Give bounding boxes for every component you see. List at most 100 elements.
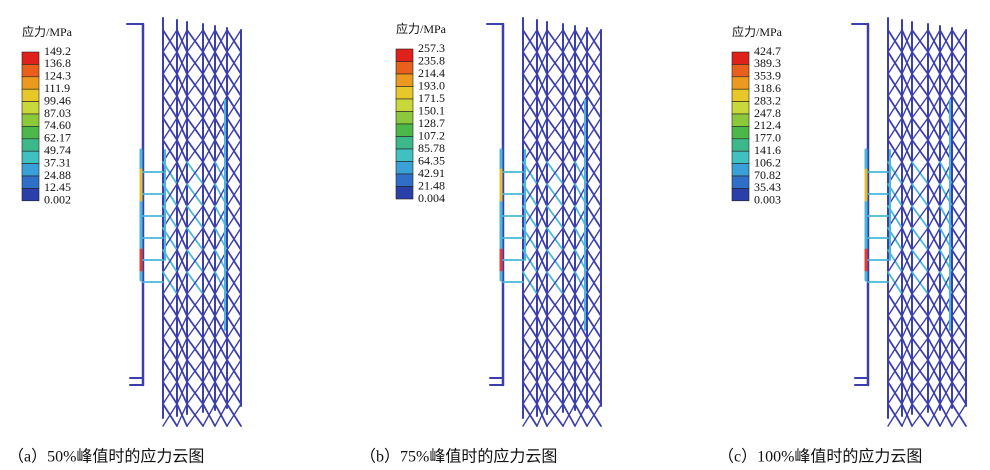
legend-band xyxy=(395,148,414,162)
legend-band xyxy=(395,136,414,150)
member xyxy=(939,359,953,383)
member xyxy=(546,249,564,273)
member xyxy=(546,271,564,295)
member xyxy=(911,95,929,119)
legend-label: 283.2 xyxy=(754,93,781,107)
legend-label: 353.9 xyxy=(754,69,781,83)
member xyxy=(186,227,204,251)
member xyxy=(586,51,602,75)
member xyxy=(927,381,941,405)
member xyxy=(951,117,967,141)
caption: （c）100%峰值时的应力云图 xyxy=(718,447,922,466)
member xyxy=(562,381,576,405)
legend-band xyxy=(395,73,414,87)
member xyxy=(586,359,602,383)
member xyxy=(951,293,967,317)
member xyxy=(176,293,188,317)
member xyxy=(927,51,941,75)
legend-label: 141.6 xyxy=(754,143,781,157)
member xyxy=(214,337,228,361)
member xyxy=(536,205,548,229)
legend-title: 应力/MPa xyxy=(396,21,447,36)
legend-title: 应力/MPa xyxy=(22,24,73,39)
member xyxy=(939,29,953,53)
member xyxy=(162,359,178,383)
member xyxy=(176,161,188,185)
legend-label: 74.60 xyxy=(44,118,71,132)
member xyxy=(546,359,564,383)
member xyxy=(536,73,548,97)
member xyxy=(186,139,204,163)
member xyxy=(522,95,538,119)
member xyxy=(586,161,602,185)
legend-label: 42.91 xyxy=(418,166,445,180)
legend-band xyxy=(731,150,750,164)
member xyxy=(162,29,178,53)
member xyxy=(546,139,564,163)
member xyxy=(226,117,242,141)
member xyxy=(951,205,967,229)
member xyxy=(202,403,216,427)
member xyxy=(927,139,941,163)
member xyxy=(536,29,548,53)
member xyxy=(574,359,588,383)
member xyxy=(186,51,204,75)
member xyxy=(562,315,576,339)
member xyxy=(586,139,602,163)
member xyxy=(202,95,216,119)
member xyxy=(901,359,913,383)
legend-label: 70.82 xyxy=(754,168,781,182)
member xyxy=(887,381,903,405)
member xyxy=(546,205,564,229)
legend-label: 149.2 xyxy=(44,44,71,58)
member xyxy=(202,381,216,405)
member xyxy=(911,359,929,383)
member xyxy=(951,227,967,251)
member xyxy=(546,51,564,75)
legend-band xyxy=(731,113,750,127)
member xyxy=(536,271,548,295)
member xyxy=(226,73,242,97)
member xyxy=(186,293,204,317)
member xyxy=(911,29,929,53)
legend-label: 0.003 xyxy=(754,193,781,207)
member xyxy=(226,205,242,229)
legend-label: 136.8 xyxy=(44,56,71,70)
member xyxy=(214,403,228,427)
member xyxy=(927,161,941,185)
member xyxy=(176,271,188,295)
member xyxy=(887,403,903,427)
member xyxy=(176,315,188,339)
member xyxy=(887,271,903,295)
legend-band xyxy=(21,113,40,127)
member xyxy=(202,161,216,185)
member xyxy=(536,183,548,207)
legend-label: 171.5 xyxy=(418,91,445,105)
legend-band xyxy=(731,188,750,202)
member xyxy=(911,117,929,141)
member xyxy=(927,73,941,97)
scaffold xyxy=(126,17,242,427)
member xyxy=(226,51,242,75)
member xyxy=(176,183,188,207)
legend-band xyxy=(21,64,40,78)
legend-label: 124.3 xyxy=(44,69,71,83)
member xyxy=(162,73,178,97)
caption: （b）75%峰值时的应力云图 xyxy=(360,447,557,466)
member xyxy=(546,403,564,427)
legend-band xyxy=(21,101,40,115)
member xyxy=(911,51,929,75)
member xyxy=(522,315,538,339)
legend-band xyxy=(395,61,414,75)
member xyxy=(911,403,929,427)
legend-label: 99.46 xyxy=(44,93,71,107)
member xyxy=(951,95,967,119)
legend-label: 214.4 xyxy=(418,66,445,80)
legend-band xyxy=(731,76,750,90)
member xyxy=(176,337,188,361)
legend-band xyxy=(21,188,40,202)
member xyxy=(901,205,913,229)
member xyxy=(176,29,188,53)
member xyxy=(536,249,548,273)
member xyxy=(901,73,913,97)
